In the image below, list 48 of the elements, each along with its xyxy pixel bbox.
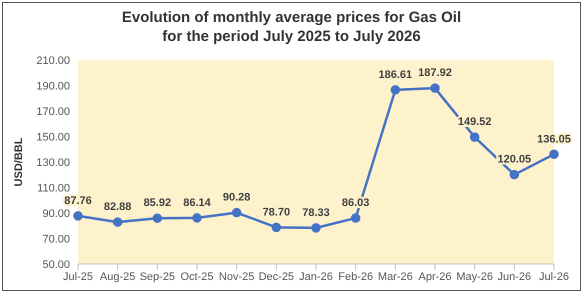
x-tick-label: Oct-25 — [180, 270, 214, 283]
data-label: 86.14 — [183, 196, 212, 209]
x-tick-label: Apr-26 — [418, 270, 452, 283]
chart-title: Evolution of monthly average prices for Gas Oil for the period July 2025 to July 2026 — [120, 8, 462, 46]
data-label: 186.61 — [378, 68, 412, 81]
y-tick-label: 90.00 — [42, 208, 70, 220]
x-tick-label: Dec-25 — [258, 270, 294, 283]
point — [470, 132, 480, 142]
data-label: 136.05 — [537, 133, 571, 146]
point — [549, 150, 559, 160]
x-tick-label: May-26 — [456, 270, 494, 283]
y-tick-label: 70.00 — [42, 233, 70, 246]
x-tick-label: Jul-26 — [539, 270, 569, 283]
data-label: 82.88 — [104, 201, 132, 214]
x-tick-label: Feb-26 — [338, 270, 374, 283]
y-axis-title: USD/BBL — [12, 137, 25, 186]
x-tick-label: Jul-25 — [63, 270, 93, 283]
point — [272, 222, 282, 232]
point — [73, 211, 83, 221]
y-tick-label: 190.00 — [36, 80, 70, 92]
point — [192, 213, 202, 223]
y-tick-label: 210.00 — [36, 54, 70, 67]
point — [152, 213, 162, 223]
data-label: 78.33 — [302, 206, 330, 219]
x-tick-label: Nov-25 — [218, 270, 254, 283]
data-label: 85.92 — [144, 197, 172, 210]
point — [350, 213, 360, 223]
y-tick-label: 170.00 — [36, 106, 70, 118]
y-tick-label: 130.00 — [36, 156, 70, 169]
data-label: 87.76 — [64, 194, 92, 207]
x-tick-label: Jun-26 — [498, 270, 532, 283]
x-tick-label: Sep-25 — [140, 270, 176, 283]
y-tick-label: 150.00 — [36, 131, 70, 144]
point — [510, 170, 520, 180]
y-tick-label: 50.00 — [42, 258, 70, 271]
x-tick-label: Jan-26 — [299, 270, 333, 283]
point — [232, 208, 242, 218]
point — [430, 83, 440, 93]
point — [311, 223, 321, 233]
x-tick-label: Mar-26 — [378, 270, 413, 283]
data-label: 78.70 — [262, 206, 290, 218]
x-tick-label: Aug-25 — [100, 270, 136, 283]
point — [112, 217, 122, 227]
data-label: 90.28 — [222, 192, 250, 204]
point — [390, 85, 400, 95]
data-label: 187.92 — [418, 67, 452, 80]
data-label: 120.05 — [498, 154, 532, 166]
y-tick-label: 110.00 — [37, 182, 70, 194]
